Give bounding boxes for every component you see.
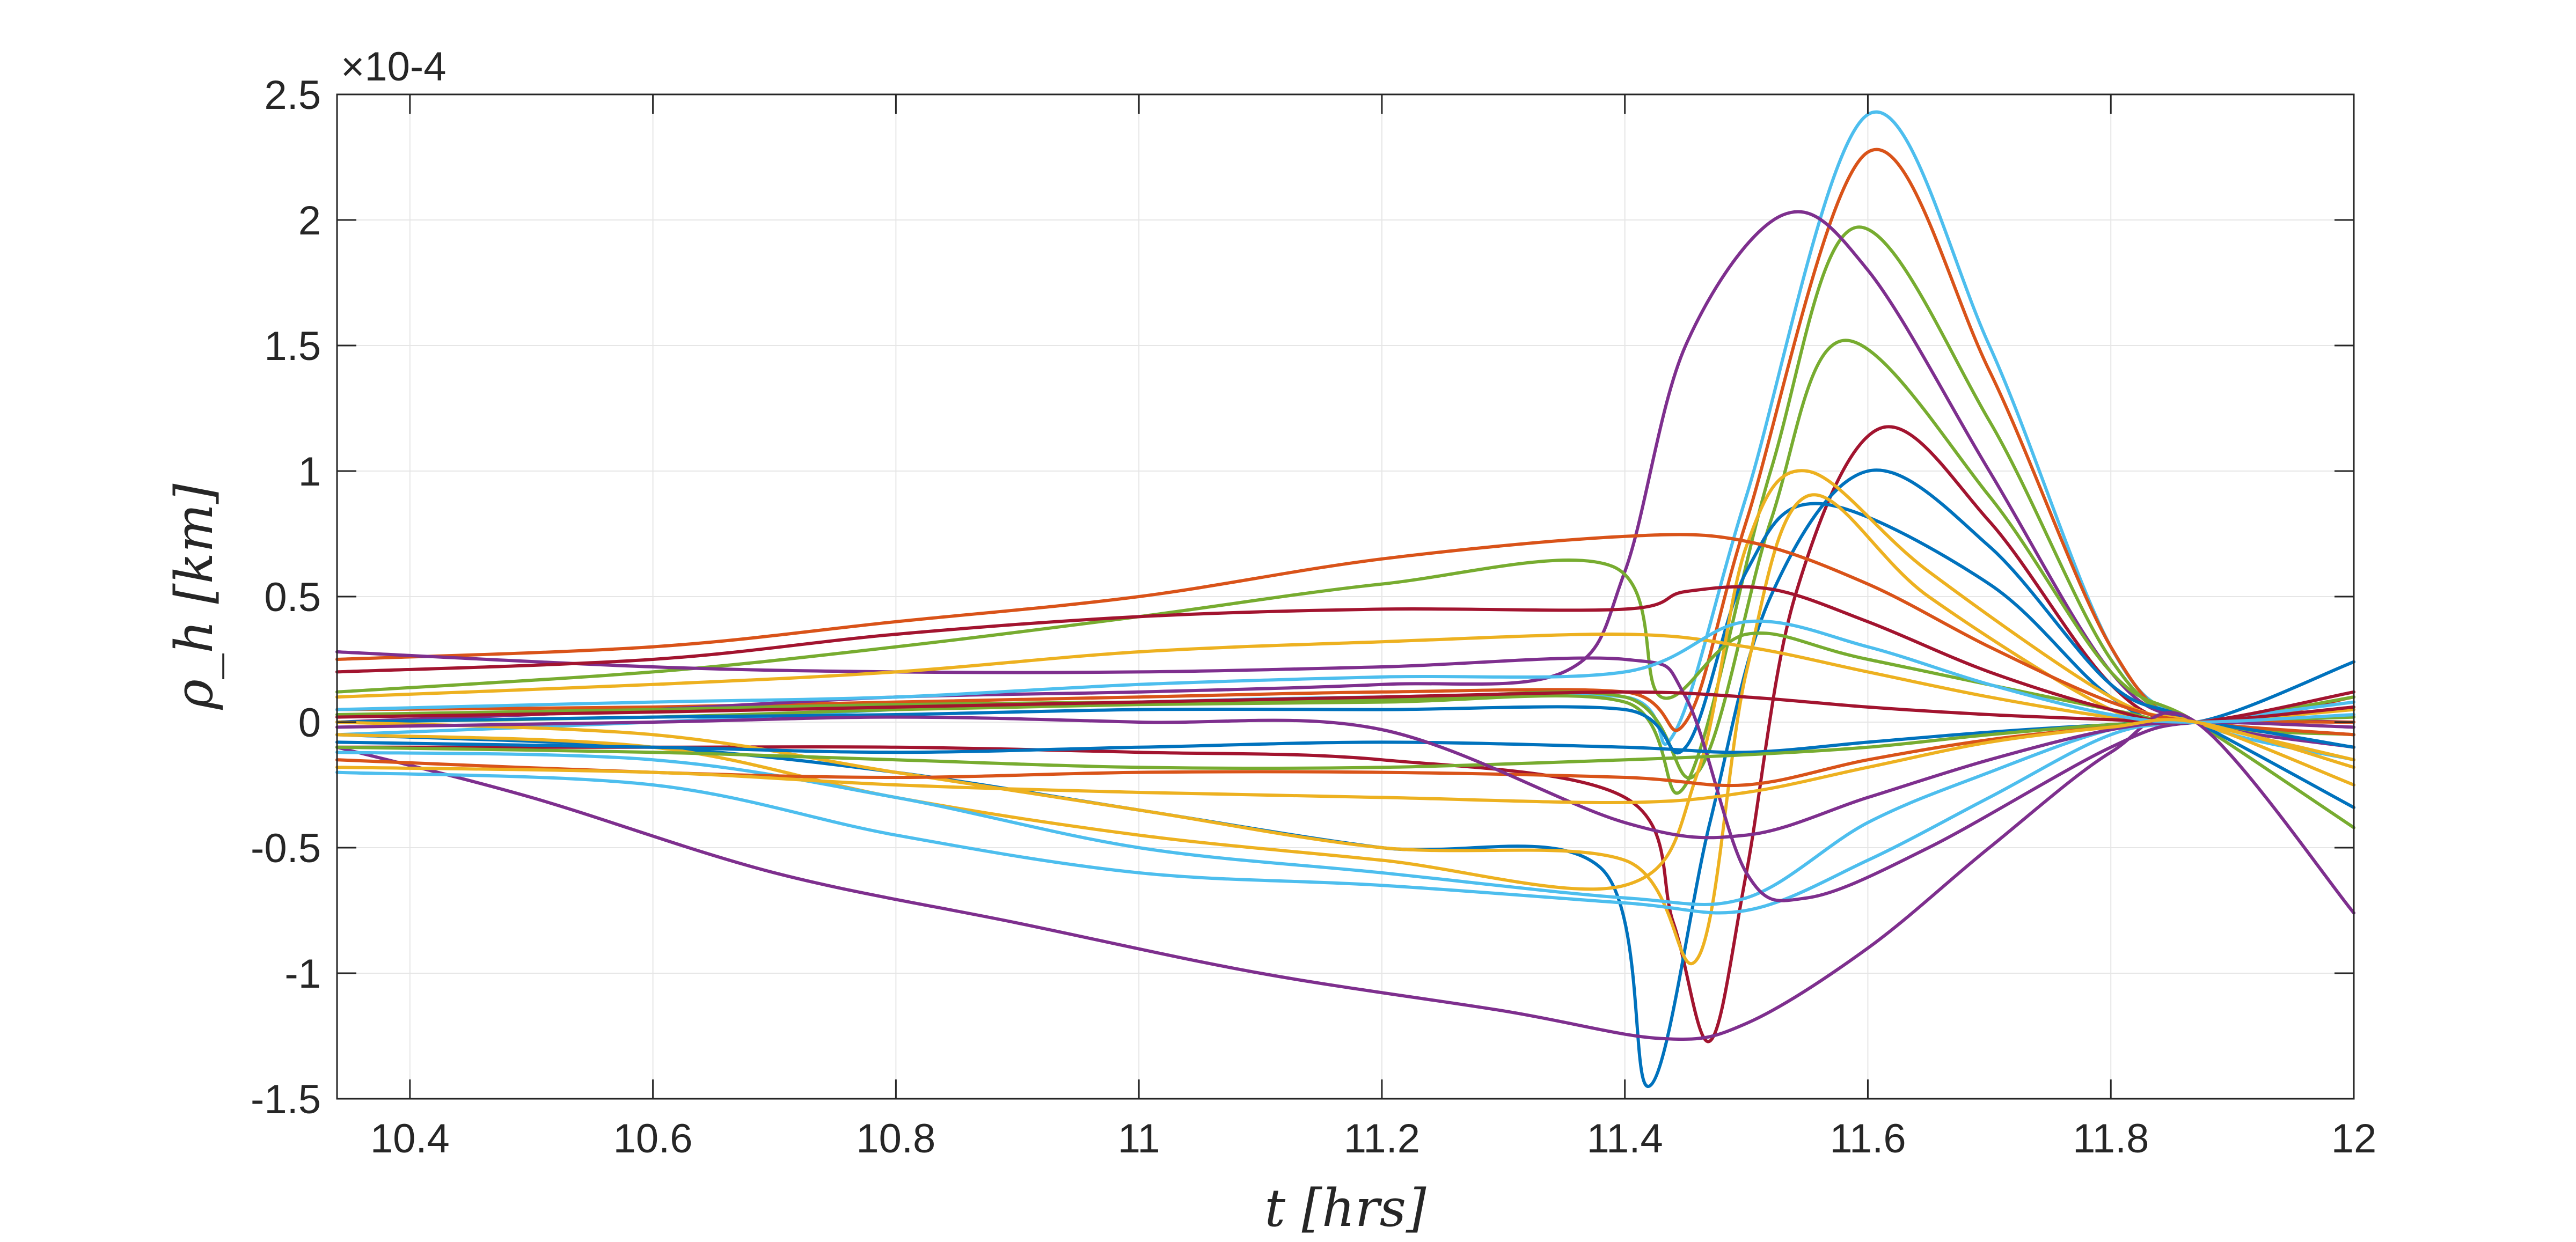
x-tick-label: 11.4 <box>1587 1116 1663 1162</box>
series-line-8 <box>335 502 2355 755</box>
series-line-20 <box>335 715 2355 770</box>
y-tick-label: 0.5 <box>264 575 321 620</box>
x-axis-ticks: 10.4 10.6 10.8 11 11.2 11.4 11.6 11.8 12 <box>370 94 2376 1162</box>
y-axis-exponent: ×10-4 <box>341 44 447 90</box>
series-line-3 <box>335 225 2355 795</box>
y-axis-label: ρ_h [km] <box>164 483 224 710</box>
series-line-13 <box>335 711 2355 1041</box>
series-line-11 <box>335 533 2355 737</box>
x-tick-label: 11.2 <box>1344 1116 1420 1162</box>
x-tick-label: 10.6 <box>613 1116 693 1162</box>
series-line-18 <box>335 633 2355 724</box>
y-tick-label: 0 <box>298 700 321 746</box>
series-line-6 <box>335 425 2355 1043</box>
y-tick-label: -1.5 <box>251 1077 321 1122</box>
y-tick-label: 2 <box>298 198 321 244</box>
series-layer <box>335 110 2355 1088</box>
x-axis-label: t [hrs] <box>1265 1178 1427 1238</box>
x-tick-label: 11.6 <box>1829 1116 1906 1162</box>
series-line-14 <box>335 708 2355 915</box>
x-tick-label: 10.8 <box>856 1116 935 1162</box>
y-tick-label: 2.5 <box>264 72 321 118</box>
series-line-24 <box>335 619 2355 724</box>
x-tick-label: 12 <box>2331 1116 2377 1162</box>
series-line-25 <box>335 718 2355 804</box>
y-axis-ticks: -1.5 -1 -0.5 0 0.5 1 1.5 2 2.5 <box>251 72 2354 1122</box>
series-line-17 <box>335 585 2355 725</box>
x-tick-label: 10.4 <box>370 1116 450 1162</box>
series-line-23 <box>335 715 2355 840</box>
y-tick-label: -1 <box>284 951 321 997</box>
x-tick-label: 11.8 <box>2073 1116 2149 1162</box>
x-tick-label: 11 <box>1118 1116 1160 1162</box>
series-line-5 <box>335 339 2355 829</box>
y-tick-label: -0.5 <box>251 826 321 871</box>
y-tick-label: 1 <box>298 449 321 495</box>
y-tick-label: 1.5 <box>264 324 321 369</box>
series-line-21 <box>335 690 2355 725</box>
series-line-16 <box>335 650 2355 902</box>
series-line-2 <box>335 148 2355 732</box>
